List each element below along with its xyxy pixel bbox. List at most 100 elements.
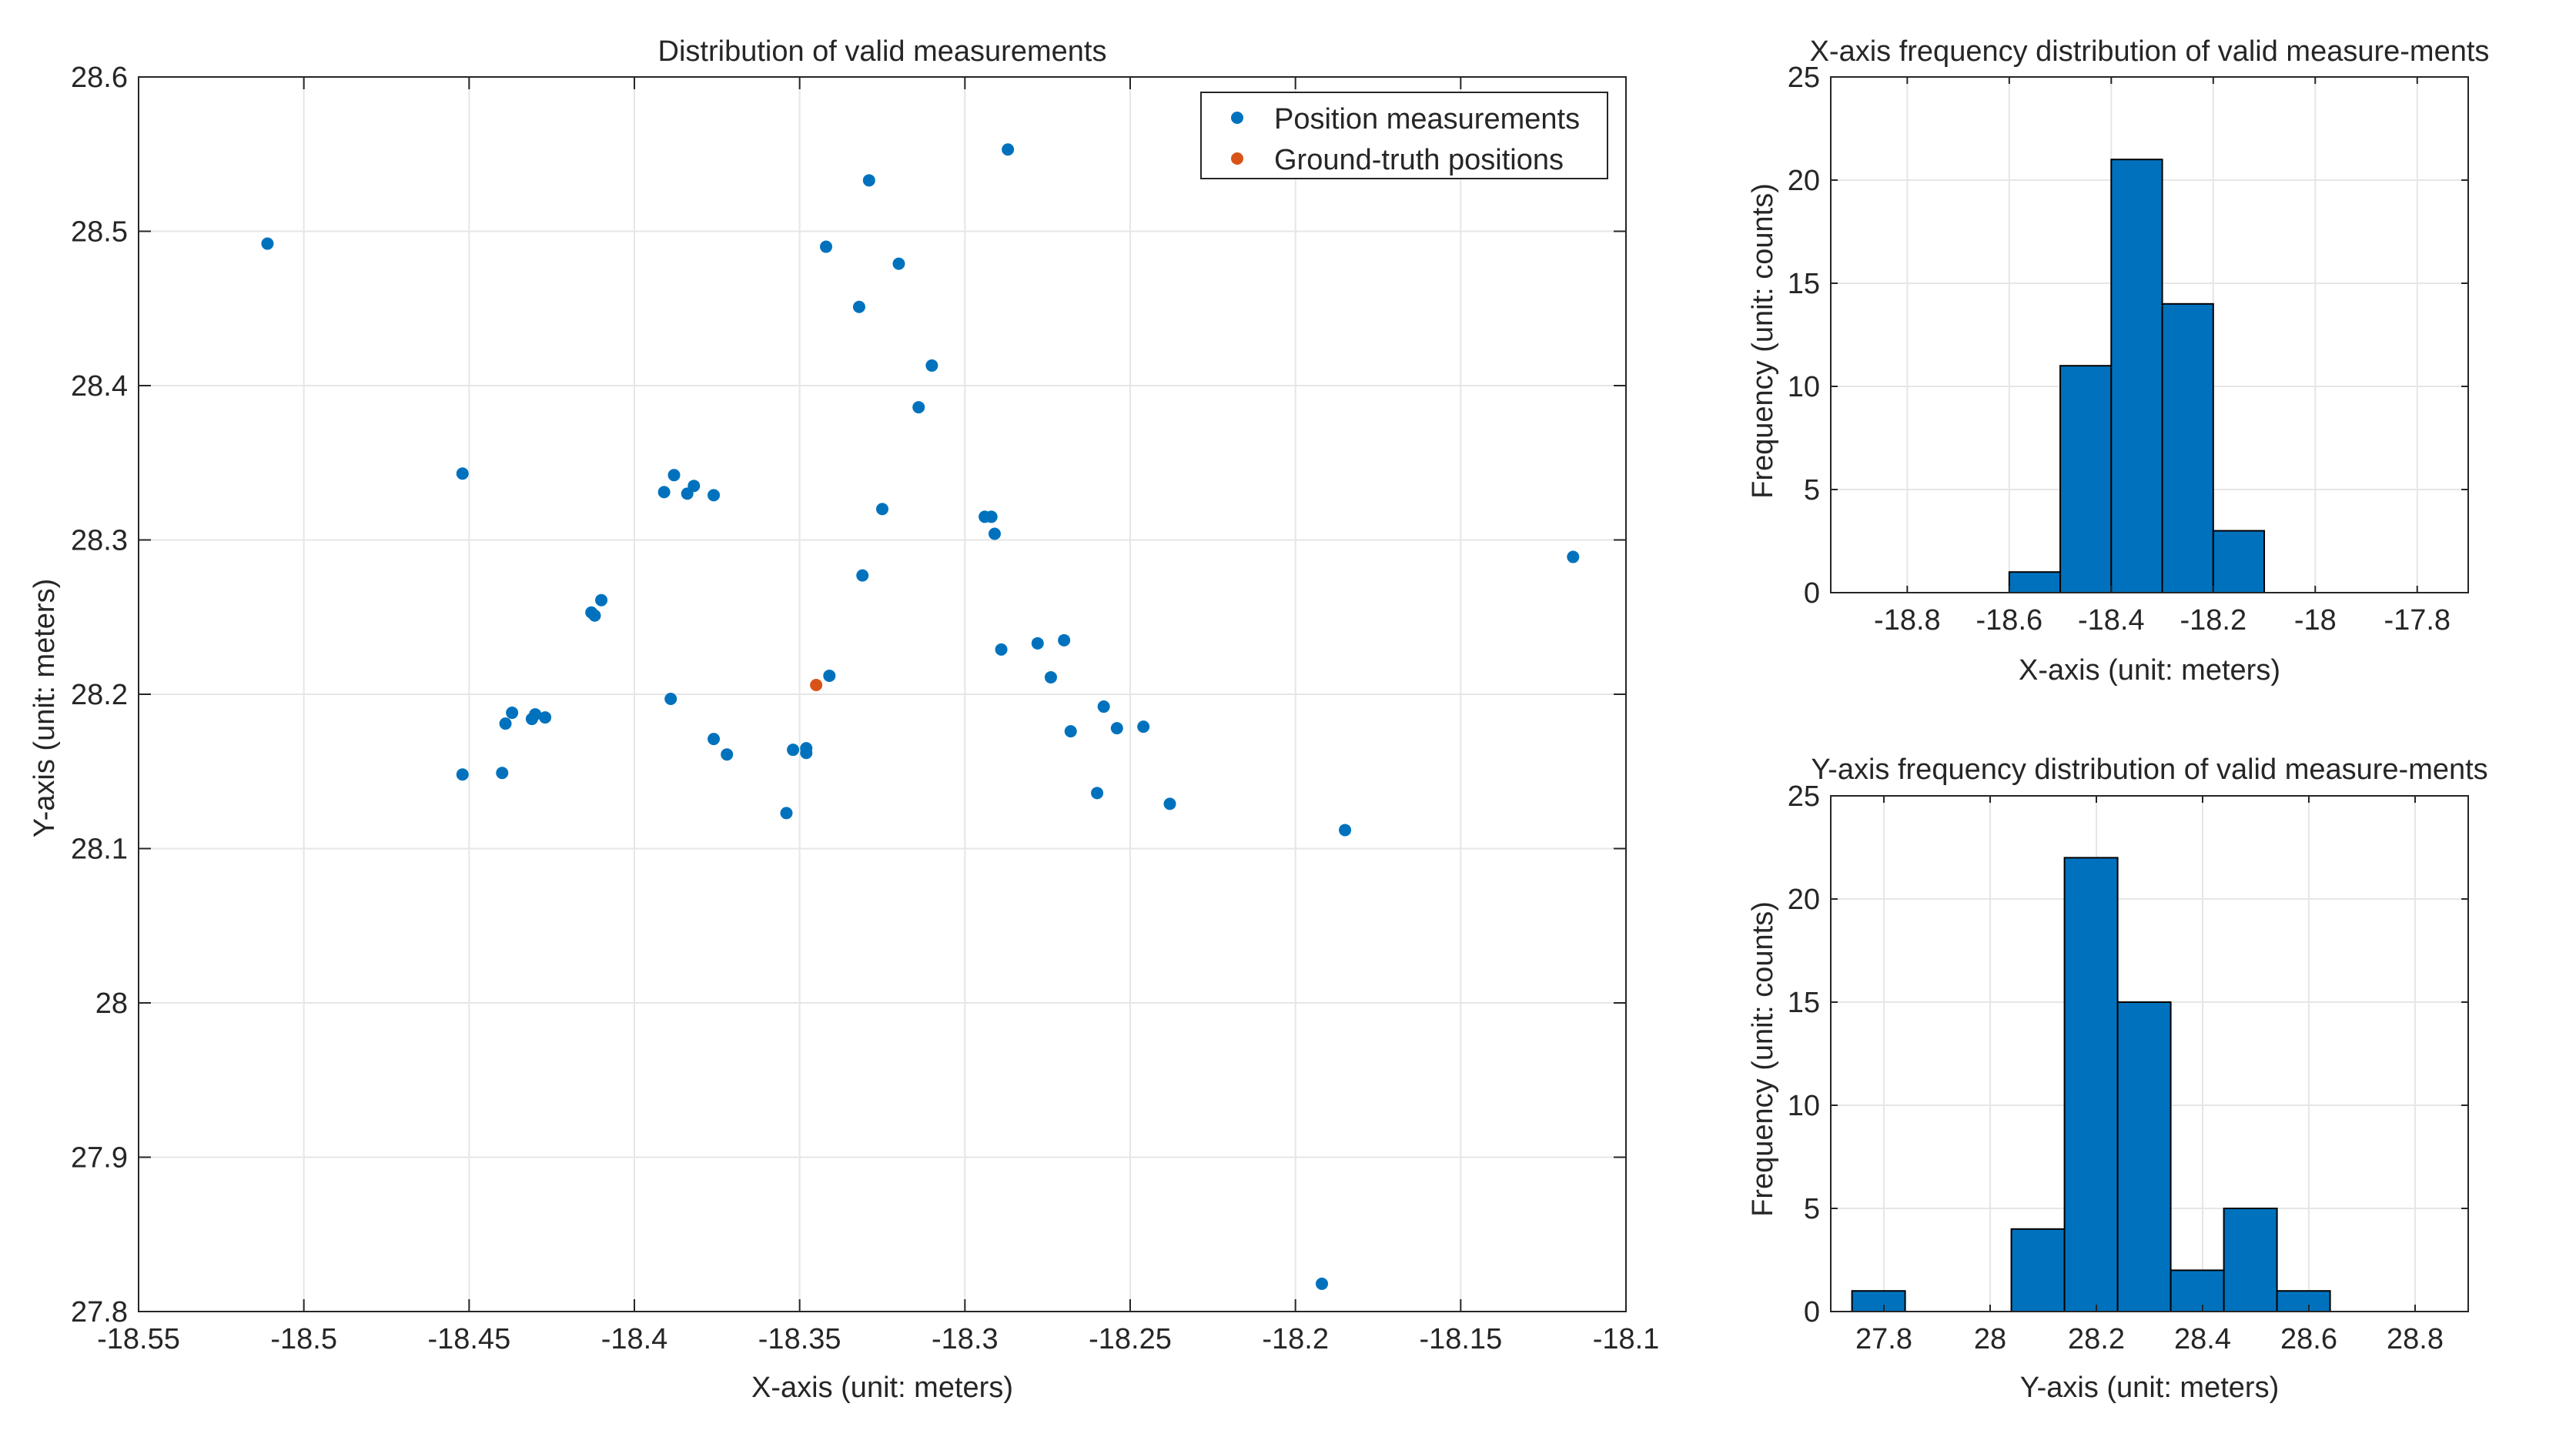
x-histogram-ytick-label: 20 (1788, 165, 1820, 197)
x-histogram-panel: X-axis frequency distribution of valid m… (1747, 35, 2489, 687)
scatter-point-position-measurement (1058, 633, 1071, 647)
y-histogram-ytick-label: 10 (1788, 1090, 1820, 1122)
scatter-xtick-label: -18.4 (601, 1323, 668, 1355)
y-histogram-ytick-label: 15 (1788, 987, 1820, 1019)
y-histogram-bar (2170, 1269, 2225, 1313)
y-histogram-ytick-label: 25 (1788, 780, 1820, 813)
scatter-point-position-measurement (862, 174, 875, 187)
y-histogram-panel: Y-axis frequency distribution of valid m… (1747, 754, 2488, 1404)
legend-label-ground-truth-positions: Ground-truth positions (1274, 144, 1564, 176)
scatter-point-position-measurement (856, 569, 869, 582)
x-histogram-xtick-label: -18 (2294, 604, 2337, 637)
scatter-point-position-measurement (1567, 550, 1580, 563)
x-histogram-xtick-label: -18.8 (1874, 604, 1941, 637)
scatter-title: Distribution of valid measurements (658, 35, 1107, 68)
scatter-point-position-measurement (892, 257, 905, 270)
x-histogram-tick-labels: -18.8 -18.6 -18.4 -18.2 -18 -17.8 0 5 10 15 20 25 (1788, 62, 2468, 637)
y-histogram-ytick-label: 5 (1804, 1193, 1820, 1225)
x-histogram-ytick-label: 15 (1788, 268, 1820, 300)
y-histogram-bar (2276, 1290, 2331, 1312)
y-histogram-ytick-label: 0 (1804, 1296, 1820, 1328)
y-histogram-bar (2223, 1208, 2278, 1312)
scatter-ytick-label: 28.1 (71, 834, 128, 866)
y-histogram-xtick-label: 28.4 (2174, 1323, 2231, 1355)
scatter-ytick-label: 28.6 (71, 62, 128, 94)
scatter-point-position-measurement (988, 527, 1001, 540)
y-histogram-ylabel: Frequency (unit: counts) (1747, 901, 1779, 1217)
scatter-ytick-label: 27.9 (71, 1142, 128, 1175)
scatter-point-position-measurement (876, 503, 888, 516)
y-histogram-bar (1851, 1290, 1906, 1312)
y-histogram-ytick-label: 20 (1788, 884, 1820, 916)
scatter-point-position-measurement (456, 467, 469, 480)
x-histogram-bar (2161, 302, 2214, 593)
scatter-point-position-measurement (708, 733, 721, 746)
scatter-point-position-measurement (1110, 722, 1123, 735)
scatter-point-position-measurement (529, 708, 542, 721)
y-histogram-xlabel: Y-axis (unit: meters) (2020, 1372, 2279, 1404)
scatter-point-position-measurement (588, 609, 601, 622)
scatter-point-position-measurement (1064, 725, 1077, 738)
y-histogram-xtick-label: 27.8 (1855, 1323, 1912, 1355)
scatter-point-position-measurement (985, 510, 998, 523)
x-histogram-ytick-label: 0 (1804, 577, 1820, 610)
scatter-xtick-label: -18.25 (1089, 1323, 1172, 1355)
x-histogram-axes-box (1830, 76, 2469, 593)
y-histogram-axes-box (1830, 795, 2469, 1312)
scatter-point-position-measurement (912, 401, 925, 414)
scatter-point-position-measurement (925, 359, 938, 372)
x-histogram-ytick-label: 5 (1804, 474, 1820, 506)
scatter-point-position-measurement (496, 767, 509, 780)
legend-marker-position-measurements (1231, 112, 1243, 124)
scatter-legend[interactable]: Position measurements Ground-truth posit… (1200, 92, 1608, 179)
legend-marker-ground-truth-positions (1231, 152, 1243, 165)
scatter-point-position-measurement (657, 486, 671, 499)
scatter-ytick-label: 27.8 (71, 1296, 128, 1328)
scatter-point-position-measurement (1097, 700, 1110, 713)
scatter-point-position-measurement (820, 240, 833, 253)
scatter-point-position-measurement (1002, 143, 1015, 156)
x-histogram-xlabel: X-axis (unit: meters) (2019, 654, 2280, 687)
x-histogram-bar (2212, 530, 2266, 593)
y-histogram-title: Y-axis frequency distribution of valid m… (1811, 754, 2487, 786)
x-histogram-bars (2008, 159, 2266, 594)
scatter-point-position-measurement (499, 717, 512, 730)
scatter-xtick-label: -18.35 (758, 1323, 841, 1355)
x-histogram-bar (2110, 159, 2163, 593)
scatter-tick-labels: -18.55 -18.5 -18.45 -18.4 -18.35 -18.3 -18.25 -… (71, 62, 1659, 1355)
x-histogram-ytick-label: 25 (1788, 62, 1820, 94)
scatter-point-position-measurement (1137, 720, 1150, 734)
x-histogram-ylabel: Frequency (unit: counts) (1747, 183, 1779, 499)
scatter-point-position-measurement (1163, 797, 1176, 810)
x-histogram-xtick-label: -18.6 (1976, 604, 2043, 637)
scatter-point-position-measurement (1031, 637, 1044, 650)
scatter-point-position-measurement (852, 300, 865, 313)
y-histogram-xtick-label: 28.2 (2068, 1323, 2125, 1355)
scatter-point-position-measurement (1091, 787, 1104, 800)
x-histogram-xtick-label: -17.8 (2384, 604, 2451, 637)
scatter-point-position-measurement (456, 768, 469, 781)
scatter-point-ground-truth (810, 678, 823, 691)
x-histogram-xtick-label: -18.2 (2180, 604, 2246, 637)
scatter-point-position-measurement (708, 489, 721, 502)
scatter-grid (138, 76, 1627, 1312)
scatter-ylabel: Y-axis (unit: meters) (28, 579, 61, 837)
scatter-xlabel: X-axis (unit: meters) (751, 1372, 1013, 1404)
scatter-ytick-label: 28.3 (71, 525, 128, 557)
scatter-xtick-label: -18.15 (1419, 1323, 1502, 1355)
scatter-ytick-label: 28.5 (71, 216, 128, 249)
y-histogram-bars (1851, 857, 2331, 1313)
scatter-point-position-measurement (800, 742, 813, 755)
scatter-ytick-label: 28 (95, 988, 128, 1020)
scatter-point-position-measurement (1339, 824, 1352, 837)
scatter-points (261, 143, 1580, 1290)
scatter-xtick-label: -18.55 (97, 1323, 180, 1355)
scatter-point-position-measurement (506, 707, 519, 720)
legend-label-position-measurements: Position measurements (1274, 103, 1580, 135)
scatter-xtick-label: -18.2 (1262, 1323, 1329, 1355)
y-histogram-bar (2010, 1228, 2066, 1313)
scatter-point-position-measurement (687, 480, 701, 493)
scatter-xtick-label: -18.5 (270, 1323, 337, 1355)
